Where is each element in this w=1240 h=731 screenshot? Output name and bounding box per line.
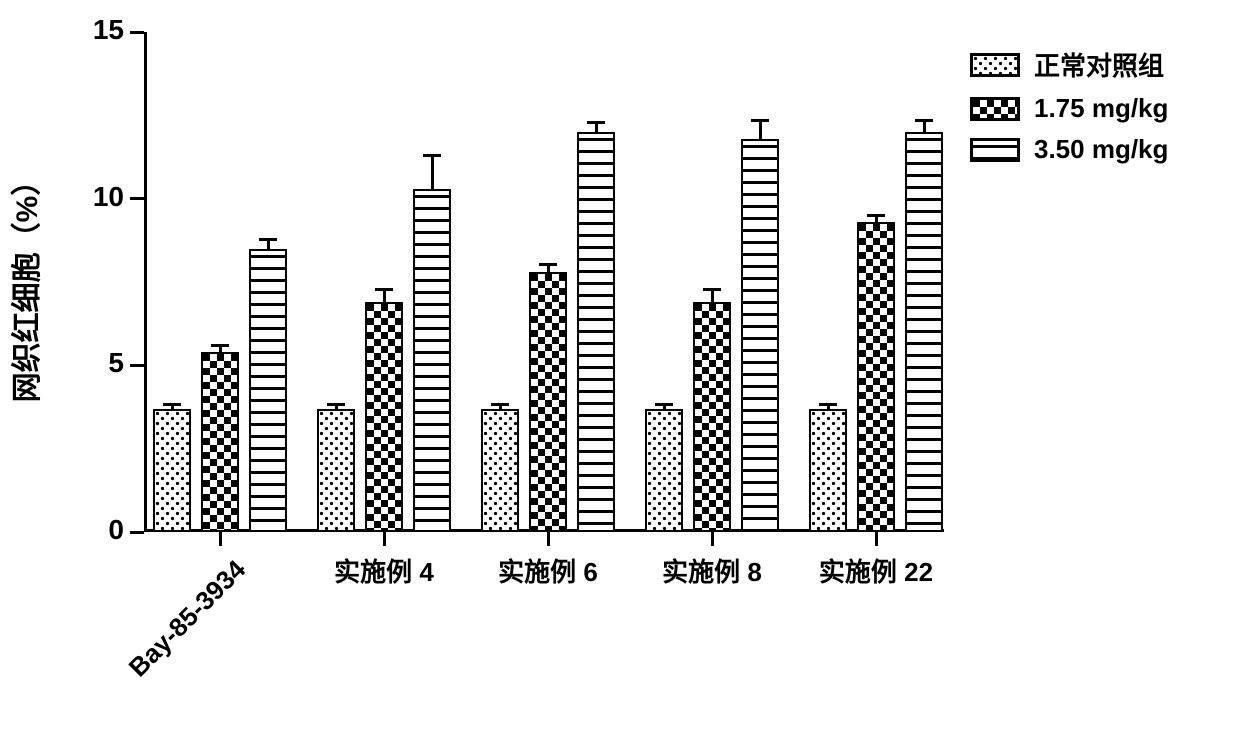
error-cap [259,238,277,241]
error-bar [759,120,762,138]
legend-item: 3.50 mg/kg [970,134,1168,165]
x-group-label: Bay-85-3934 [74,554,251,731]
legend-label: 3.50 mg/kg [1034,134,1168,165]
legend-swatch [970,97,1020,121]
y-tick-label: 15 [64,14,124,46]
error-cap [751,119,769,122]
chart-legend: 正常对照组 1.75 mg/kg 3.50 mg/kg [970,46,1168,175]
y-tick [130,364,144,367]
bar [317,409,355,532]
bar [577,132,615,532]
x-group-label: 实施例 6 [468,552,628,589]
x-tick [547,532,550,546]
bar [905,132,943,532]
bar [201,352,239,532]
bar [413,189,451,532]
x-group-label: 实施例 4 [304,552,464,589]
error-cap [423,154,441,157]
error-cap [703,288,721,291]
bar [857,222,895,532]
error-cap [163,403,181,406]
bar [693,302,731,532]
legend-item: 1.75 mg/kg [970,93,1168,124]
bar [741,139,779,532]
error-cap [819,403,837,406]
error-cap [655,403,673,406]
error-cap [867,214,885,217]
error-cap [327,403,345,406]
error-cap [491,403,509,406]
legend-label: 正常对照组 [1034,46,1164,83]
x-group-label: 实施例 8 [632,552,792,589]
y-tick-label: 10 [64,181,124,213]
error-cap [539,263,557,266]
legend-swatch [970,138,1020,162]
bar [153,409,191,532]
error-cap [915,119,933,122]
y-tick-label: 5 [64,347,124,379]
bar [809,409,847,532]
x-tick [219,532,222,546]
x-tick [383,532,386,546]
x-tick [875,532,878,546]
y-tick [130,31,144,34]
bar [249,249,287,532]
error-cap [587,121,605,124]
y-tick [130,197,144,200]
y-tick-label: 0 [64,514,124,546]
bar [645,409,683,532]
bar [481,409,519,532]
error-cap [211,344,229,347]
y-tick [130,531,144,534]
x-group-label: 实施例 22 [796,552,956,589]
x-tick [711,532,714,546]
legend-swatch [970,53,1020,77]
y-axis-title: 网织红细胞（%） [2,134,46,434]
legend-label: 1.75 mg/kg [1034,93,1168,124]
error-bar [431,155,434,188]
bar [529,272,567,532]
error-cap [375,288,393,291]
legend-item: 正常对照组 [970,46,1168,83]
bar [365,302,403,532]
